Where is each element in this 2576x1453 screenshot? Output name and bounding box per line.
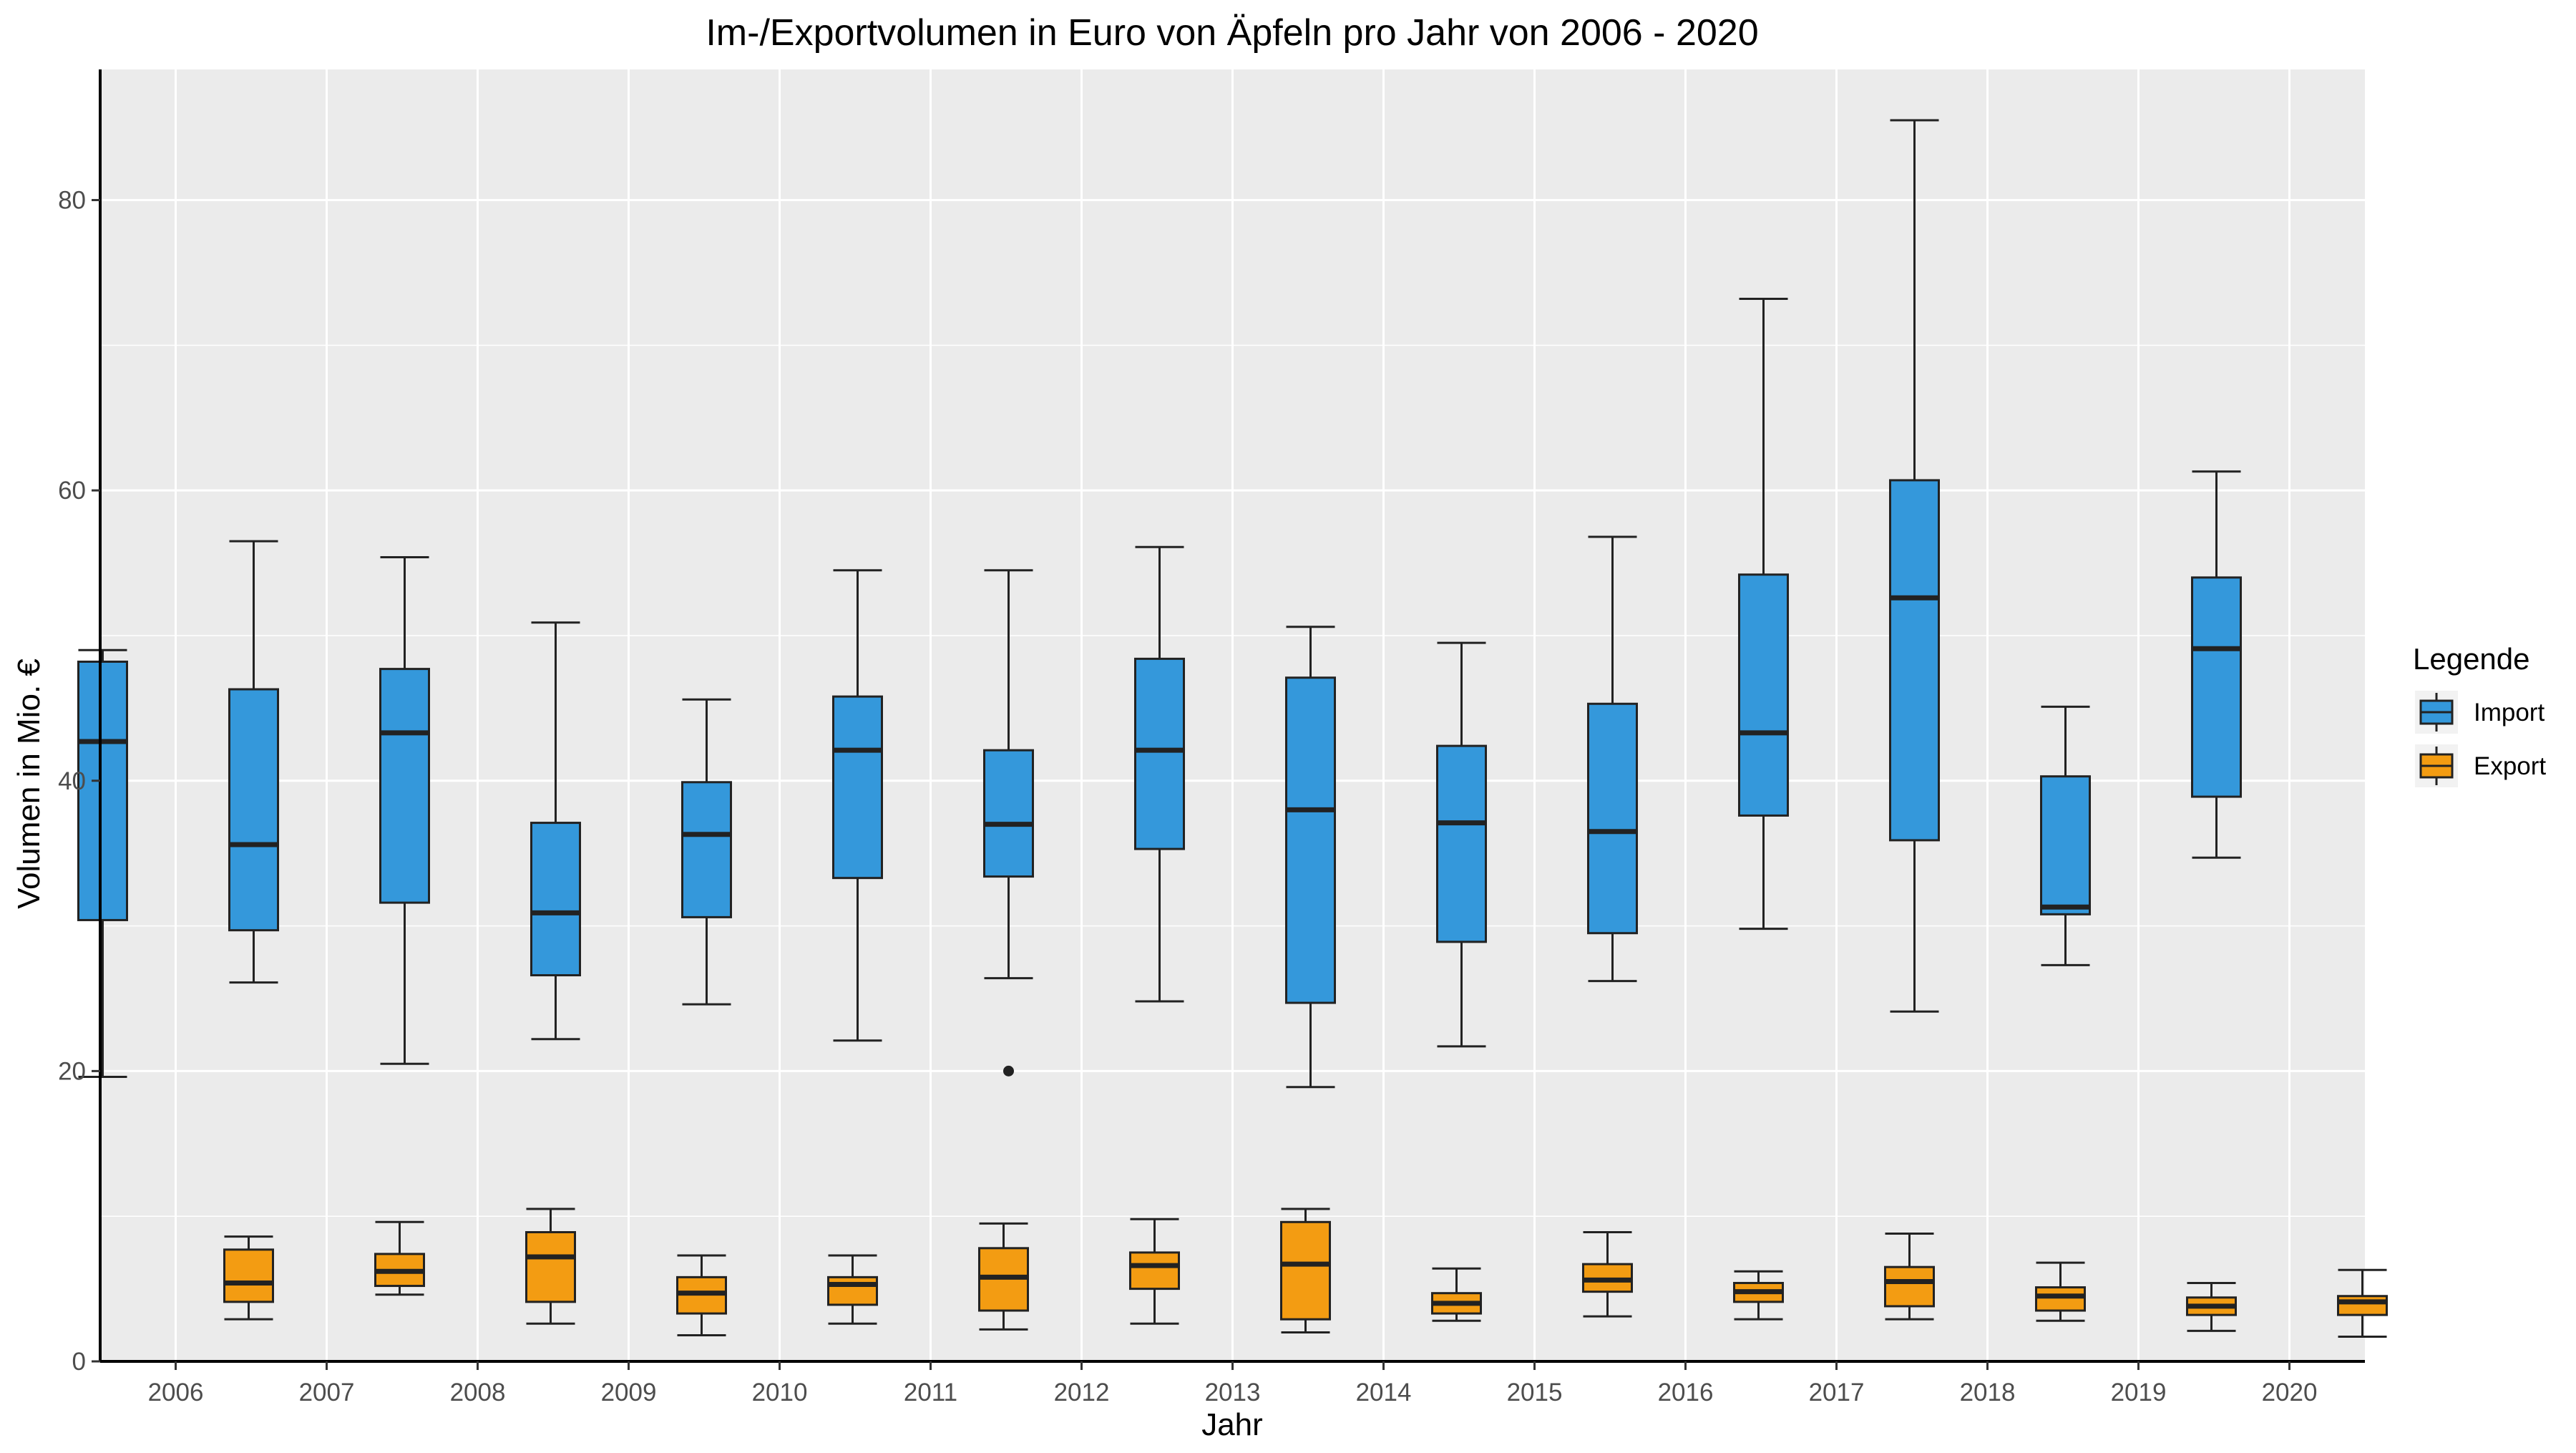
- box-export-2015: [1582, 1231, 1633, 1318]
- legend: Legende Import Export: [2413, 642, 2546, 787]
- box-export-2010: [827, 1254, 878, 1325]
- box-export-2016: [1733, 1270, 1784, 1321]
- legend-label: Export: [2474, 752, 2546, 780]
- iqr-box: [983, 749, 1034, 878]
- iqr-box: [832, 695, 883, 880]
- box-import-2012: [983, 569, 1034, 1077]
- x-tick-label: 2010: [752, 1379, 808, 1406]
- x-axis-title: Jahr: [1201, 1407, 1263, 1442]
- x-tick-label: 2007: [299, 1379, 355, 1406]
- box-import-2019: [2040, 705, 2091, 966]
- box-export-2019: [2186, 1281, 2237, 1332]
- y-tick-label: 0: [72, 1348, 86, 1376]
- legend-item-export: Export: [2415, 744, 2546, 787]
- box-import-2006: [77, 648, 128, 1078]
- x-tick-label: 2017: [1809, 1379, 1865, 1406]
- iqr-box: [77, 660, 128, 921]
- iqr-box: [530, 822, 581, 977]
- x-tick-label: 2011: [904, 1379, 957, 1406]
- x-tick-label: 2019: [2111, 1379, 2167, 1406]
- box-export-2017: [1884, 1233, 1935, 1321]
- y-tick-label: 40: [58, 767, 86, 795]
- box-import-2013: [1134, 545, 1185, 1003]
- box-import-2016: [1587, 535, 1638, 983]
- box-import-2020: [2191, 470, 2242, 859]
- iqr-box: [2337, 1295, 2388, 1316]
- box-export-2014: [1431, 1267, 1482, 1322]
- iqr-box: [827, 1275, 878, 1306]
- box-export-2012: [1129, 1218, 1180, 1325]
- y-tick-label: 20: [58, 1057, 86, 1085]
- chart-title: Im-/Exportvolumen in Euro von Äpfeln pro…: [706, 12, 1758, 54]
- iqr-box: [1884, 1265, 1935, 1308]
- iqr-box: [2035, 1286, 2086, 1312]
- iqr-box: [1587, 702, 1638, 935]
- box-import-2009: [530, 621, 581, 1041]
- iqr-box: [379, 668, 430, 904]
- plot-area: 0 20 40 60 80 2006 2007 2008 2009 2010 2011 2012 201…: [58, 69, 2388, 1406]
- x-tick-label: 2020: [2262, 1379, 2318, 1406]
- box-import-2017: [1738, 297, 1789, 930]
- iqr-box: [2040, 775, 2091, 915]
- box-export-2007: [374, 1220, 425, 1296]
- x-tick-label: 2018: [1960, 1379, 2016, 1406]
- x-tick-label: 2016: [1658, 1379, 1714, 1406]
- box-import-2008: [379, 555, 430, 1065]
- box-import-2011: [832, 569, 883, 1042]
- iqr-box: [681, 781, 732, 918]
- box-import-2015: [1436, 641, 1487, 1048]
- iqr-box: [1436, 744, 1487, 943]
- legend-item-import: Import: [2415, 691, 2545, 734]
- x-tick-label: 2015: [1507, 1379, 1563, 1406]
- legend-label: Import: [2474, 699, 2545, 726]
- box-export-2011: [978, 1222, 1029, 1331]
- iqr-box: [1129, 1251, 1180, 1291]
- box-export-2013: [1280, 1207, 1331, 1333]
- box-export-2009: [676, 1254, 727, 1336]
- iqr-box: [1889, 479, 1940, 842]
- legend-title: Legende: [2413, 642, 2530, 676]
- iqr-box: [2191, 576, 2242, 798]
- iqr-box: [1285, 676, 1336, 1004]
- x-tick-label: 2012: [1054, 1379, 1110, 1406]
- x-tick-label: 2009: [601, 1379, 657, 1406]
- iqr-box: [1280, 1220, 1331, 1321]
- x-tick-label: 2013: [1205, 1379, 1261, 1406]
- iqr-box: [223, 1248, 274, 1303]
- x-tick-label: 2014: [1356, 1379, 1412, 1406]
- iqr-box: [1134, 657, 1185, 850]
- iqr-box: [1738, 573, 1789, 817]
- box-import-2014: [1285, 626, 1336, 1089]
- box-export-2018: [2035, 1261, 2086, 1322]
- iqr-box: [525, 1231, 576, 1303]
- outlier-point: [1003, 1065, 1014, 1077]
- box-export-2006: [223, 1235, 274, 1321]
- box-import-2007: [228, 540, 279, 984]
- box-export-2020: [2337, 1268, 2388, 1338]
- x-tick-label: 2008: [450, 1379, 506, 1406]
- y-tick-label: 60: [58, 477, 86, 505]
- iqr-box: [228, 688, 279, 932]
- box-export-2008: [525, 1207, 576, 1325]
- y-axis-title: Volumen in Mio. €: [11, 659, 47, 909]
- box-import-2010: [681, 698, 732, 1006]
- box-import-2018: [1889, 119, 1940, 1013]
- y-tick-label: 80: [58, 187, 86, 215]
- x-tick-label: 2006: [148, 1379, 204, 1406]
